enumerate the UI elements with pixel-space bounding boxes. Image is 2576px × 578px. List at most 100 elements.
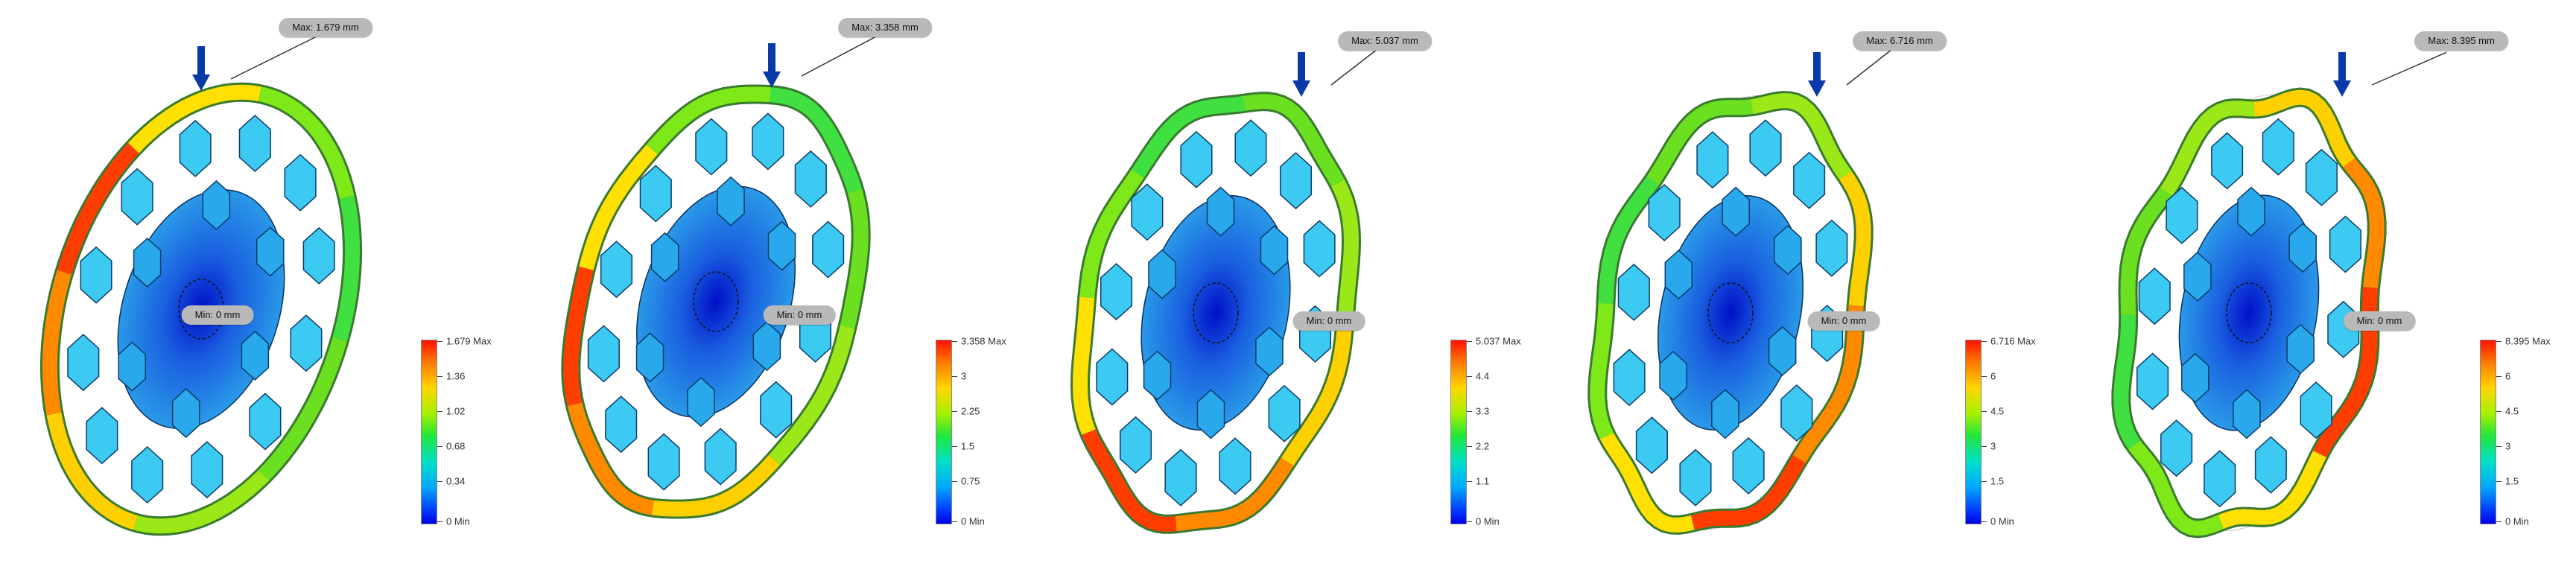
legend-tick: [952, 376, 957, 377]
honeycomb-cell: [284, 153, 317, 212]
honeycomb-cell: [1196, 389, 1225, 439]
honeycomb-cell: [2300, 381, 2332, 439]
down-arrow-icon: [192, 74, 210, 91]
legend-value-label: 1.02: [446, 405, 466, 417]
deformed-wheel-model: [561, 35, 878, 519]
legend-tick: [437, 376, 442, 377]
legend-tick: [2496, 411, 2502, 412]
max-label: Max: 3.358 mm: [838, 18, 932, 37]
legend-color-bar: [1450, 340, 1467, 524]
legend-value-label: 4.4: [1476, 370, 1490, 382]
min-label: Min: 0 mm: [2343, 311, 2416, 331]
honeycomb-cell: [1096, 348, 1129, 406]
max-leader-line: [230, 35, 319, 80]
rim-segment: [2113, 89, 2385, 536]
legend-value-label: 3.358 Max: [961, 335, 1006, 347]
honeycomb-cell: [1768, 325, 1797, 376]
honeycomb-cell: [812, 220, 845, 279]
down-arrow-icon: [197, 46, 205, 76]
honeycomb-cell: [1774, 224, 1802, 276]
legend-color-bar: [936, 340, 952, 524]
honeycomb-cell: [2136, 352, 2169, 410]
down-arrow-icon: [763, 72, 781, 88]
legend-tick: [1467, 411, 1472, 412]
honeycomb-cell: [1180, 130, 1213, 188]
rim-segment: [1072, 94, 1360, 532]
hub: [1141, 194, 1291, 431]
honeycomb-cell: [2233, 389, 2261, 439]
honeycomb-cell: [2237, 186, 2265, 237]
deformed-wheel-model: [1587, 48, 1893, 535]
honeycomb-cell: [2211, 132, 2244, 190]
honeycomb-cell: [2329, 215, 2361, 273]
honeycomb-cell: [1219, 437, 1251, 495]
honeycomb-cell: [760, 381, 793, 439]
honeycomb-cell: [2262, 118, 2294, 176]
legend-value-label: 6: [1990, 370, 1996, 382]
honeycomb-cell: [1780, 384, 1813, 442]
color-legend: 5.037 Max 4.4 3.3 2.2 1.1 0 Min: [1450, 336, 1532, 527]
legend-value-label: 6: [2505, 370, 2511, 382]
honeycomb-cell: [2160, 419, 2193, 477]
legend-tick: [952, 446, 957, 447]
legend-tick: [2496, 341, 2502, 342]
legend-value-label: 1.36: [446, 370, 466, 382]
legend-value-label: 5.037 Max: [1476, 335, 1521, 347]
honeycomb-cell: [1749, 119, 1782, 177]
result-panel-3: Max: 5.037 mm Min: 0 mm 5.037 Max 4.4 3.3 2…: [1030, 0, 1544, 578]
legend-tick: [437, 481, 442, 482]
honeycomb-cell: [121, 168, 153, 226]
honeycomb-cell: [704, 428, 737, 486]
honeycomb-cell: [302, 226, 335, 285]
legend-tick: [437, 411, 442, 412]
legend-value-label: 1.5: [1990, 475, 2005, 487]
honeycomb-cell: [1648, 183, 1681, 242]
down-arrow-icon: [2338, 52, 2346, 82]
legend-tick: [437, 521, 442, 522]
honeycomb-cell: [695, 118, 728, 176]
honeycomb-cell: [639, 165, 672, 223]
honeycomb-cell: [1268, 384, 1301, 442]
min-label: Min: 0 mm: [1292, 311, 1365, 331]
honeycomb-cell: [1659, 350, 1687, 401]
max-label: Max: 1.679 mm: [279, 18, 372, 37]
down-arrow-icon: [1292, 80, 1310, 97]
deformed-wheel-model: [2111, 51, 2446, 539]
honeycomb-cell: [1303, 220, 1336, 278]
rim-segment: [563, 86, 869, 517]
honeycomb-cell: [2254, 436, 2287, 494]
result-panel-1: Max: 1.679 mm Min: 0 mm 1.679 Max 1.36 1.0…: [0, 0, 515, 578]
rim-segment: [563, 86, 869, 517]
legend-tick: [2496, 481, 2502, 482]
honeycomb-cell: [67, 334, 100, 392]
down-arrow-icon: [1813, 52, 1821, 82]
legend-tick: [1982, 411, 1987, 412]
honeycomb-cell: [587, 325, 620, 383]
honeycomb-cell: [647, 433, 680, 491]
honeycomb-cell: [1279, 152, 1313, 210]
result-panel-2: Max: 3.358 mm Min: 0 mm 3.358 Max 3 2.25 1.…: [515, 0, 1030, 578]
legend-value-label: 4.5: [2505, 405, 2519, 417]
hub: [1657, 195, 1804, 431]
legend-value-label: 4.5: [1990, 405, 2005, 417]
max-leader-line: [1846, 48, 1893, 86]
honeycomb-cell: [1617, 263, 1650, 321]
result-panel-4: Max: 6.716 mm Min: 0 mm 6.716 Max 6 4.5 3 1.…: [1544, 0, 2059, 578]
honeycomb-cell: [118, 341, 147, 392]
honeycomb-cell: [2138, 267, 2171, 325]
honeycomb-cell: [1679, 448, 1712, 506]
legend-value-label: 0.75: [961, 475, 980, 487]
honeycomb-cell: [238, 114, 271, 173]
honeycomb-cell: [1711, 389, 1739, 439]
honeycomb-cell: [717, 176, 745, 226]
result-panel-5: Max: 8.395 mm Min: 0 mm 8.395 Max 6 4.5 3 1.…: [2059, 0, 2574, 578]
honeycomb-cell: [1148, 249, 1176, 299]
legend-value-label: 0 Min: [1476, 515, 1500, 527]
honeycomb-cell: [2183, 251, 2212, 302]
legend-value-label: 0 Min: [446, 515, 470, 527]
legend-tick: [1982, 446, 1987, 447]
honeycomb-cell: [1613, 349, 1646, 407]
down-arrow-icon: [2333, 80, 2351, 97]
honeycomb-cell: [1793, 151, 1826, 209]
color-legend: 3.358 Max 3 2.25 1.5 0.75 0 Min: [936, 336, 1018, 527]
